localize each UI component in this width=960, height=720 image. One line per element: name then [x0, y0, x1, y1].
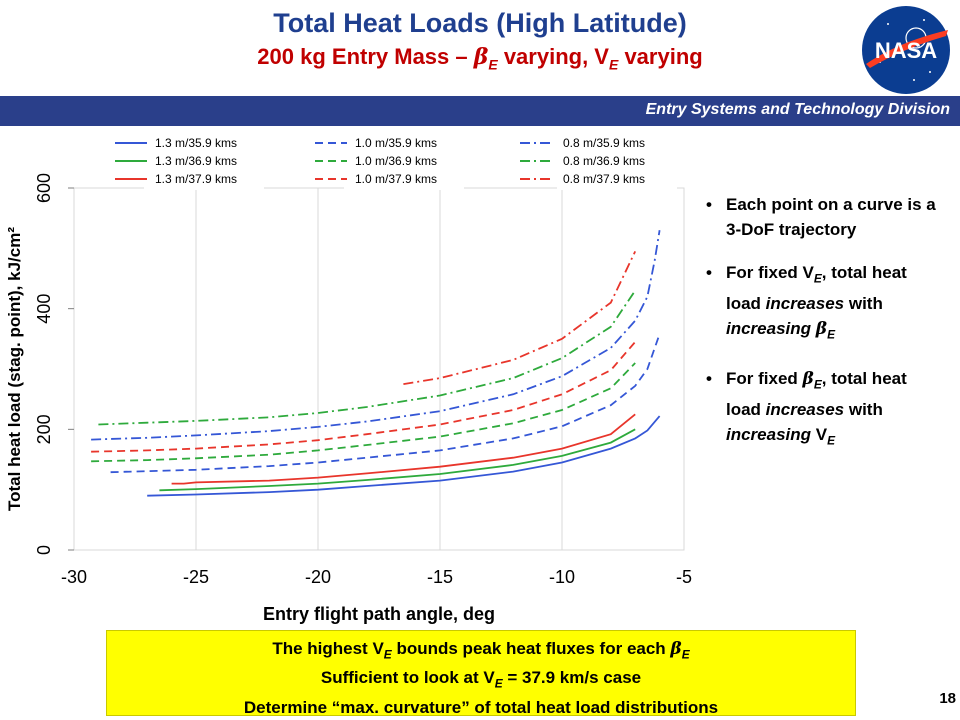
- legend-label: 1.3 m/36.9 kms: [155, 154, 237, 168]
- bullet-list: • Each point on a curve is a 3-DoF trajec…: [702, 192, 942, 472]
- series-line: [98, 290, 636, 426]
- page-number: 18: [939, 690, 956, 707]
- bullet-text: V: [811, 425, 828, 445]
- subscript-e: E: [813, 377, 822, 392]
- subtitle-text-a: 200 kg Entry Mass –: [257, 44, 474, 69]
- legend-label: 1.3 m/37.9 kms: [155, 172, 237, 186]
- page-subtitle: 200 kg Entry Mass – βE varying, VE varyi…: [120, 44, 840, 72]
- subscript-e: E: [827, 327, 836, 342]
- y-tick-label: 200: [34, 414, 54, 444]
- y-tick-label: 600: [34, 173, 54, 203]
- bullet-text: with: [844, 400, 883, 420]
- nasa-logo-text: NASA: [875, 38, 937, 63]
- bullet-dot-icon: •: [706, 195, 712, 214]
- legend-background: [344, 134, 464, 190]
- bullet-dot-icon: •: [706, 368, 712, 388]
- nasa-logo: NASA: [862, 6, 950, 94]
- subscript-e: E: [608, 56, 619, 73]
- summary-box: The highest VE bounds peak heat fluxes f…: [106, 630, 856, 719]
- subtitle-text-c: varying: [618, 44, 703, 69]
- series-line: [91, 230, 661, 441]
- x-tick-label: -10: [549, 567, 575, 587]
- x-tick-label: -15: [427, 567, 453, 587]
- page-title: Total Heat Loads (High Latitude): [273, 8, 687, 38]
- y-tick-label: 0: [34, 545, 54, 555]
- division-band: Entry Systems and Technology Division: [0, 96, 960, 126]
- bullet-text: with: [844, 294, 883, 314]
- series-line: [159, 428, 636, 492]
- bullet-text: , total heat load: [726, 263, 907, 314]
- series-line: [403, 251, 637, 385]
- legend-label: 1.0 m/35.9 kms: [355, 136, 437, 150]
- summary-text: = 37.9 km/s case: [502, 668, 642, 688]
- bullet-text: increasing: [726, 425, 812, 445]
- bullet-text: For fixed: [726, 368, 803, 388]
- subscript-e: E: [488, 56, 498, 73]
- legend-label: 0.8 m/35.9 kms: [563, 136, 645, 150]
- heat-load-chart: -30 -25 -20 -15 -10 -5 0 200 400 600 Entry flight …: [5, 134, 692, 624]
- legend-label: 1.3 m/35.9 kms: [155, 136, 237, 150]
- legend-label: 1.0 m/37.9 kms: [355, 172, 437, 186]
- summary-text: Sufficient to look at V: [320, 668, 495, 688]
- beta-symbol: β: [802, 368, 814, 389]
- legend-label: 1.0 m/36.9 kms: [355, 154, 437, 168]
- series-line: [91, 341, 636, 453]
- bullet-item: • Each point on a curve is a 3-DoF trajec…: [702, 192, 942, 242]
- legend-label: 0.8 m/37.9 kms: [563, 172, 645, 186]
- legend-background: [557, 134, 677, 190]
- y-axis-label: Total heat load (stag. point), kJ/cm²: [5, 227, 24, 511]
- bullet-text: increases: [765, 294, 845, 314]
- x-tick-label: -20: [305, 567, 331, 587]
- y-tick-label: 400: [34, 294, 54, 324]
- subtitle-text-b: varying, V: [497, 44, 609, 69]
- series-line: [110, 333, 661, 474]
- summary-line-3: Determine “max. curvature” of total heat…: [107, 696, 855, 719]
- summary-line-2: Sufficient to look at VE = 37.9 km/s cas…: [107, 666, 855, 695]
- subscript-e: E: [494, 676, 503, 691]
- bullet-text: increasing: [726, 319, 812, 339]
- bullet-item: • For fixed VE, total heat load increases…: [702, 260, 942, 348]
- bullet-text: , total heat load: [726, 368, 907, 420]
- division-label: Entry Systems and Technology Division: [645, 101, 950, 118]
- bullet-text: Each point on a curve is a 3-DoF traject…: [726, 195, 936, 239]
- x-tick-label: -25: [183, 567, 209, 587]
- beta-symbol: β: [670, 639, 682, 659]
- x-tick-label: -30: [61, 567, 87, 587]
- subscript-e: E: [681, 647, 690, 662]
- subscript-e: E: [813, 271, 822, 286]
- x-tick-label: -5: [676, 567, 692, 587]
- series-line: [171, 413, 636, 485]
- bullet-item: • For fixed βE, total heat load increases…: [702, 366, 942, 454]
- subscript-e: E: [383, 647, 392, 662]
- legend-label: 0.8 m/36.9 kms: [563, 154, 645, 168]
- beta-symbol: β: [473, 44, 489, 70]
- summary-text: bounds peak heat fluxes for each: [391, 639, 671, 658]
- bullet-text: For fixed V: [726, 263, 814, 282]
- summary-text: Determine “max. curvature” of total heat…: [243, 697, 719, 717]
- x-axis-label: Entry flight path angle, deg: [263, 604, 495, 624]
- summary-line-1: The highest VE bounds peak heat fluxes f…: [107, 637, 855, 666]
- beta-symbol: β: [815, 319, 828, 340]
- bullet-dot-icon: •: [706, 263, 712, 282]
- summary-text: The highest V: [272, 639, 384, 658]
- bullet-text: increases: [765, 400, 845, 420]
- legend-background: [144, 134, 264, 190]
- subscript-e: E: [827, 433, 836, 448]
- series-line: [91, 362, 636, 463]
- series-line: [147, 415, 661, 497]
